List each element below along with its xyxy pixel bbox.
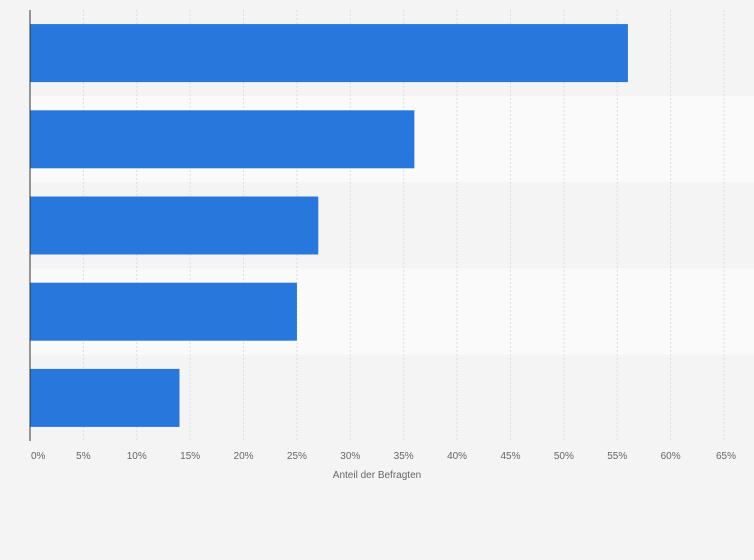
x-axis-title: Anteil der Befragten bbox=[333, 470, 421, 481]
x-tick-label: 65% bbox=[716, 451, 736, 462]
x-tick-label: 5% bbox=[76, 451, 91, 462]
x-tick-label: 45% bbox=[500, 451, 520, 462]
bar bbox=[30, 282, 297, 341]
x-tick-label: 50% bbox=[554, 451, 574, 462]
x-tick-label: 60% bbox=[661, 451, 681, 462]
x-tick-label: 25% bbox=[287, 451, 307, 462]
bar bbox=[30, 110, 415, 169]
bar bbox=[30, 196, 319, 255]
x-axis-ticks: 0% 5% 10% 15% 20% 25% 30% 35% 40% 45% 50% 55% 60% 65% bbox=[31, 451, 736, 462]
x-tick-label: 40% bbox=[447, 451, 467, 462]
x-tick-label: 35% bbox=[394, 451, 414, 462]
x-tick-label: 0% bbox=[31, 451, 46, 462]
x-tick-label: 55% bbox=[607, 451, 627, 462]
x-tick-label: 15% bbox=[180, 451, 200, 462]
bars bbox=[30, 24, 628, 427]
bar bbox=[30, 368, 180, 427]
bar bbox=[30, 24, 628, 83]
x-tick-label: 30% bbox=[340, 451, 360, 462]
x-tick-label: 20% bbox=[234, 451, 254, 462]
x-tick-label: 10% bbox=[127, 451, 147, 462]
